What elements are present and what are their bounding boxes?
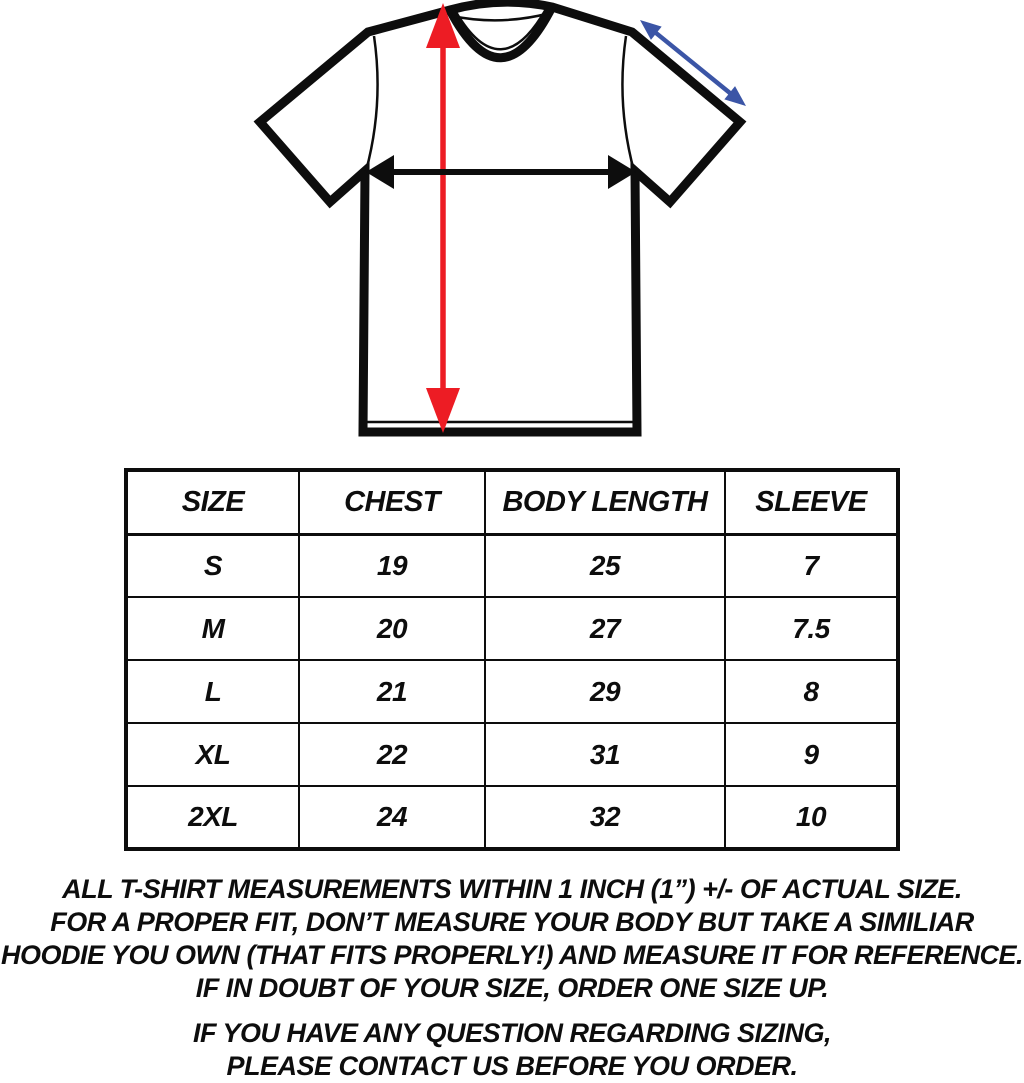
- sleeve-length-arrow: [640, 20, 746, 107]
- sleeve-cell: 8: [724, 659, 899, 724]
- size-cell: M: [125, 596, 300, 661]
- body-length-cell: 32: [484, 785, 726, 850]
- size-cell: L: [125, 659, 300, 724]
- header-row: SIZE CHEST BODY LENGTH SLEEVE: [125, 469, 899, 536]
- note-line: ALL T-SHIRT MEASUREMENTS WITHIN 1 INCH (…: [62, 874, 962, 904]
- chest-cell: 22: [298, 722, 486, 787]
- table-row-m: M 20 27 7.5: [125, 596, 899, 661]
- collar-inner-seam: [454, 8, 548, 51]
- body-length-arrow: [426, 3, 460, 433]
- sizing-notes: ALL T-SHIRT MEASUREMENTS WITHIN 1 INCH (…: [0, 873, 1024, 1083]
- table-row-s: S 19 25 7: [125, 533, 899, 598]
- size-cell: S: [125, 533, 300, 598]
- collar-neckline: [446, 4, 557, 63]
- contact-note: IF YOU HAVE ANY QUESTION REGARDING SIZIN…: [0, 1017, 1024, 1083]
- arrow-down-head: [426, 388, 460, 433]
- sleeve-cell: 7.5: [724, 596, 899, 661]
- right-armhole-seam: [621, 35, 636, 172]
- chest-cell: 24: [298, 785, 486, 850]
- note-line: HOODIE YOU OWN (THAT FITS PROPERLY!) AND…: [0, 940, 1024, 970]
- collar-back-seam: [451, 11, 551, 22]
- size-cell: XL: [125, 722, 300, 787]
- arrow-right-head: [608, 155, 636, 189]
- note-line: IF IN DOUBT OF YOUR SIZE, ORDER ONE SIZE…: [195, 973, 829, 1003]
- note-line: FOR A PROPER FIT, DON’T MEASURE YOUR BOD…: [50, 907, 974, 937]
- body-length-cell: 29: [484, 659, 726, 724]
- body-length-cell: 27: [484, 596, 726, 661]
- body-length-cell: 25: [484, 533, 726, 598]
- chest-width-arrow: [366, 155, 636, 189]
- arrow-up-head: [426, 3, 460, 48]
- table-row-l: L 21 29 8: [125, 659, 899, 724]
- size-cell: 2XL: [125, 785, 300, 850]
- size-chart-table: SIZE CHEST BODY LENGTH SLEEVE S 19 25 7 …: [124, 468, 900, 851]
- column-header-size: SIZE: [125, 469, 300, 536]
- body-length-cell: 31: [484, 722, 726, 787]
- arrow-left-head: [366, 155, 394, 189]
- note-line: IF YOU HAVE ANY QUESTION REGARDING SIZIN…: [192, 1018, 832, 1048]
- tshirt-measurement-diagram: [0, 0, 1024, 460]
- arrow-upleft-head: [640, 20, 662, 40]
- column-header-chest: CHEST: [298, 469, 486, 536]
- note-line: PLEASE CONTACT US BEFORE YOU ORDER.: [226, 1051, 798, 1081]
- sleeve-cell: 7: [724, 533, 899, 598]
- chest-cell: 20: [298, 596, 486, 661]
- measurement-note: ALL T-SHIRT MEASUREMENTS WITHIN 1 INCH (…: [0, 873, 1024, 1005]
- sleeve-cell: 10: [724, 785, 899, 850]
- column-header-body-length: BODY LENGTH: [484, 469, 726, 536]
- arrow-downright-head: [724, 86, 746, 107]
- chest-cell: 19: [298, 533, 486, 598]
- tshirt-outline: [253, 0, 747, 437]
- chest-cell: 21: [298, 659, 486, 724]
- table-row-2xl: 2XL 24 32 10: [125, 785, 899, 850]
- sleeve-cell: 9: [724, 722, 899, 787]
- tshirt-diagram-svg: [253, 0, 747, 437]
- column-header-sleeve: SLEEVE: [724, 469, 899, 536]
- table-row-xl: XL 22 31 9: [125, 722, 899, 787]
- left-armhole-seam: [364, 35, 379, 172]
